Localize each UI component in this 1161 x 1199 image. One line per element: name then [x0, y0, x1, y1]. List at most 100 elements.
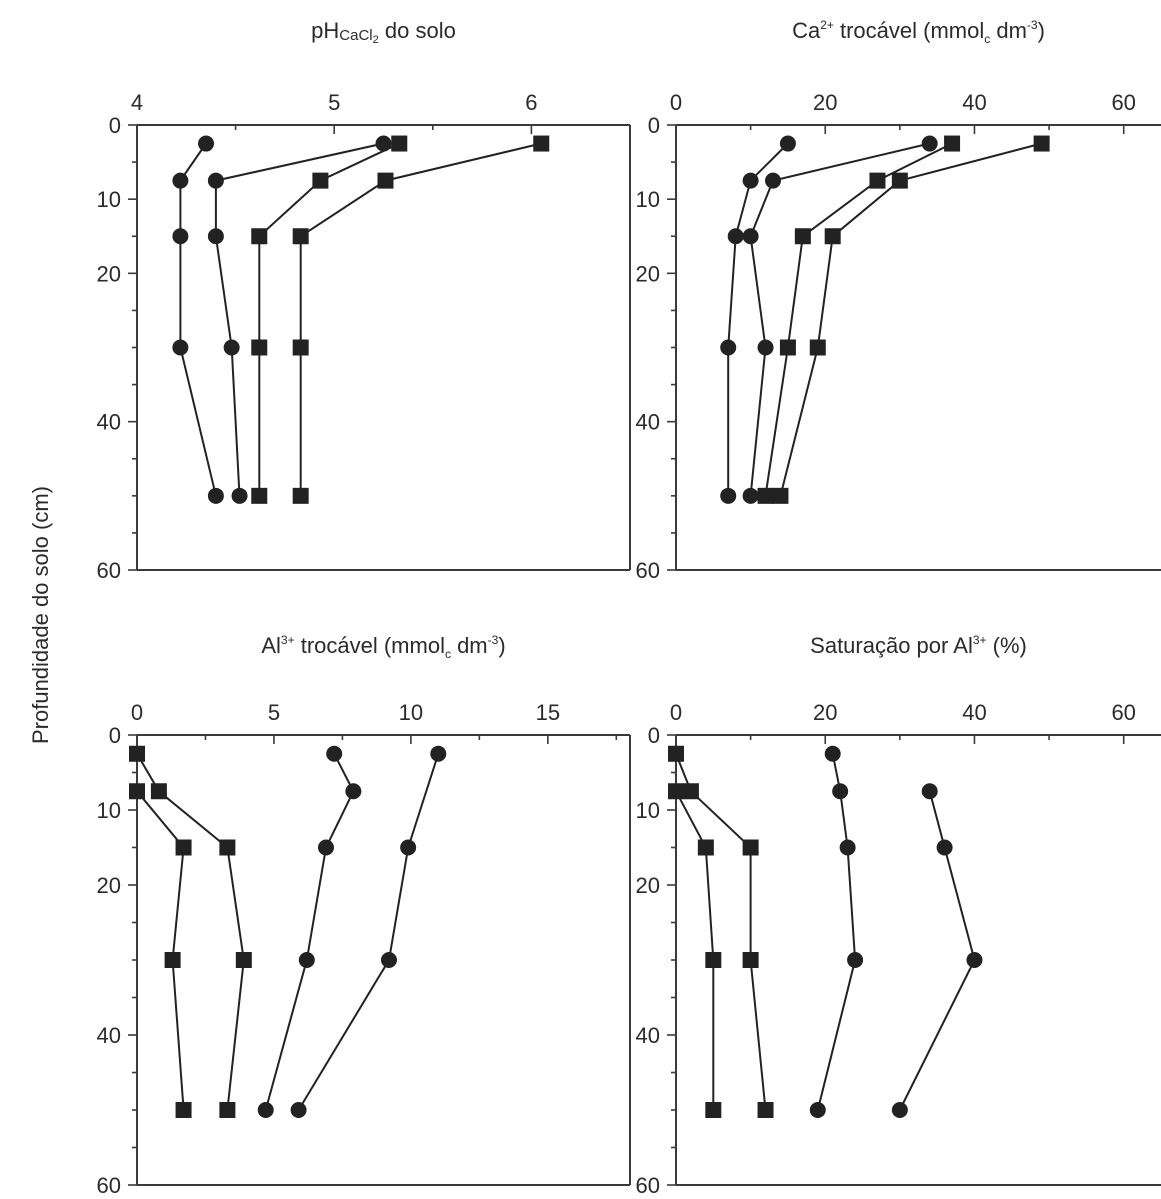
y-tick-label: 20: [636, 261, 660, 286]
y-tick-label: 60: [97, 558, 121, 583]
data-point-square: [944, 135, 961, 152]
y-tick-label: 20: [636, 873, 660, 898]
data-point-circle: [326, 745, 343, 762]
y-tick-label: 60: [636, 1173, 660, 1198]
data-point-square: [219, 1102, 236, 1118]
y-tick-label: 60: [97, 1173, 121, 1198]
series-line-4: [299, 142, 542, 496]
data-point-square: [129, 745, 145, 762]
data-point-square: [668, 745, 684, 762]
data-point-circle: [172, 172, 189, 189]
x-tick-label: 0: [131, 700, 143, 725]
data-point-square: [175, 1102, 192, 1118]
series-line-2: [297, 753, 440, 1111]
panel-title: Ca2+ trocável (mmolc dm-3): [792, 18, 1045, 46]
series-line-1: [816, 753, 857, 1111]
x-tick-label: 10: [399, 700, 423, 725]
data-point-circle: [727, 228, 744, 245]
data-point-circle: [809, 1102, 826, 1118]
y-tick-label: 20: [97, 873, 121, 898]
x-tick-label: 60: [1111, 90, 1135, 115]
x-tick-label: 40: [962, 700, 986, 725]
x-tick-label: 4: [131, 90, 143, 115]
series-line-2: [898, 791, 976, 1111]
data-point-square: [219, 839, 236, 856]
data-point-circle: [400, 839, 417, 856]
data-point-circle: [966, 952, 983, 968]
chart-panel-3: Al3+ trocável (mmolc dm-3) 0 5 10 15 0 10 20 40 6…: [97, 633, 631, 1198]
data-point-square: [235, 952, 252, 968]
chart-panel-2: Ca2+ trocável (mmolc dm-3) 0 20 40 60 0 10 20 40…: [636, 18, 1161, 583]
x-tick-label: 40: [962, 90, 986, 115]
x-tick-label: 5: [268, 700, 280, 725]
data-point-square: [742, 839, 759, 856]
x-tick-label: 0: [670, 90, 682, 115]
data-point-square: [391, 135, 408, 152]
data-point-circle: [207, 228, 224, 245]
series-line-1: [727, 142, 789, 496]
data-point-square: [772, 487, 789, 504]
data-point-square: [809, 339, 826, 356]
x-tick-label: 0: [670, 700, 682, 725]
series-line-3: [258, 142, 400, 496]
data-point-circle: [921, 135, 938, 152]
y-tick-label: 40: [636, 1023, 660, 1048]
data-point-circle: [375, 135, 392, 152]
data-point-circle: [172, 339, 189, 356]
y-tick-label: 20: [97, 261, 121, 286]
x-tick-label: 15: [536, 700, 560, 725]
chart-panel-4: Saturação por Al3+ (%) 0 20 40 60 0 10 20 40 60: [636, 633, 1161, 1198]
data-point-circle: [290, 1102, 307, 1118]
data-point-circle: [223, 339, 240, 356]
data-point-circle: [317, 839, 334, 856]
data-point-circle: [380, 952, 397, 968]
data-point-circle: [430, 745, 447, 762]
data-point-square: [292, 339, 309, 356]
data-point-square: [794, 228, 811, 245]
x-tick-label: 6: [525, 90, 537, 115]
y-axis-label: Profundidade do solo (cm): [28, 486, 53, 744]
data-point-circle: [720, 339, 737, 356]
y-tick-label: 10: [97, 187, 121, 212]
data-point-square: [292, 487, 309, 504]
data-point-square: [251, 339, 268, 356]
data-point-square: [377, 172, 394, 189]
data-point-circle: [936, 839, 953, 856]
data-point-circle: [231, 487, 248, 504]
data-point-square: [705, 952, 722, 968]
y-tick-label: 10: [636, 187, 660, 212]
data-point-circle: [207, 172, 224, 189]
y-tick-label: 0: [109, 113, 121, 138]
data-point-circle: [824, 745, 841, 762]
series-line-1: [264, 753, 355, 1111]
data-point-square: [668, 783, 684, 800]
data-point-circle: [345, 783, 362, 800]
data-point-square: [705, 1102, 722, 1118]
data-point-square: [682, 783, 699, 800]
x-tick-label: 60: [1111, 700, 1135, 725]
data-point-square: [312, 172, 329, 189]
series-line-1: [179, 142, 217, 497]
data-point-circle: [742, 172, 759, 189]
data-point-square: [824, 228, 841, 245]
data-point-circle: [298, 952, 315, 968]
series-line-4: [779, 142, 1042, 497]
y-tick-label: 40: [97, 1023, 121, 1048]
data-point-square: [697, 839, 714, 856]
y-tick-label: 10: [636, 798, 660, 823]
y-tick-label: 40: [97, 410, 121, 435]
data-point-circle: [742, 487, 759, 504]
data-point-circle: [779, 135, 796, 152]
y-tick-label: 40: [636, 410, 660, 435]
data-point-square: [779, 339, 796, 356]
data-point-circle: [172, 228, 189, 245]
panel-title: pHCaCl2 do solo: [311, 18, 456, 46]
x-tick-label: 20: [813, 700, 837, 725]
data-point-square: [869, 172, 886, 189]
data-point-circle: [839, 839, 856, 856]
data-point-square: [251, 487, 268, 504]
data-point-circle: [757, 339, 774, 356]
data-point-circle: [257, 1102, 274, 1118]
